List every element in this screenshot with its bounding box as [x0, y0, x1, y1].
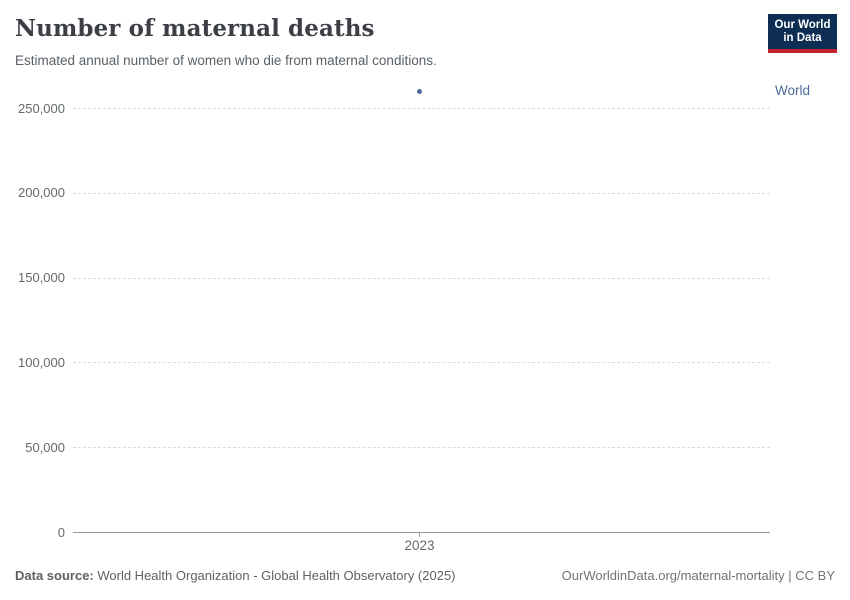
y-tick-label: 100,000 — [18, 354, 65, 370]
data-source: Data source: World Health Organization -… — [15, 568, 456, 583]
owid-logo-box: Our World in Data — [768, 14, 837, 49]
footer-link[interactable]: OurWorldinData.org/maternal-mortality | … — [561, 568, 835, 583]
y-tick-label: 0 — [57, 524, 65, 540]
x-tick-label: 2023 — [404, 538, 435, 553]
y-tick-label: 200,000 — [18, 185, 65, 201]
y-tick-label: 150,000 — [18, 270, 65, 286]
owid-logo[interactable]: Our World in Data — [768, 14, 837, 53]
data-source-label: Data source: — [15, 568, 94, 583]
x-tick-mark — [419, 532, 420, 537]
y-tick-label: 250,000 — [18, 100, 65, 116]
gridline — [73, 447, 770, 449]
gridline — [73, 277, 770, 279]
owid-logo-stripe — [768, 49, 837, 53]
x-axis-line — [73, 532, 770, 533]
data-source-text: World Health Organization - Global Healt… — [93, 568, 456, 583]
owid-logo-line2: in Data — [783, 32, 822, 44]
data-point-world[interactable] — [417, 88, 422, 94]
y-tick-label: 50,000 — [25, 439, 65, 455]
owid-logo-line1: Our World — [774, 19, 831, 31]
chart-footer: Data source: World Health Organization -… — [15, 568, 835, 583]
entity-label-world[interactable]: World — [775, 83, 811, 99]
chart-title: Number of maternal deaths — [15, 15, 375, 42]
gridline — [73, 192, 770, 194]
gridline — [73, 108, 770, 109]
chart-subtitle: Estimated annual number of women who die… — [15, 53, 437, 68]
gridline — [73, 362, 770, 364]
